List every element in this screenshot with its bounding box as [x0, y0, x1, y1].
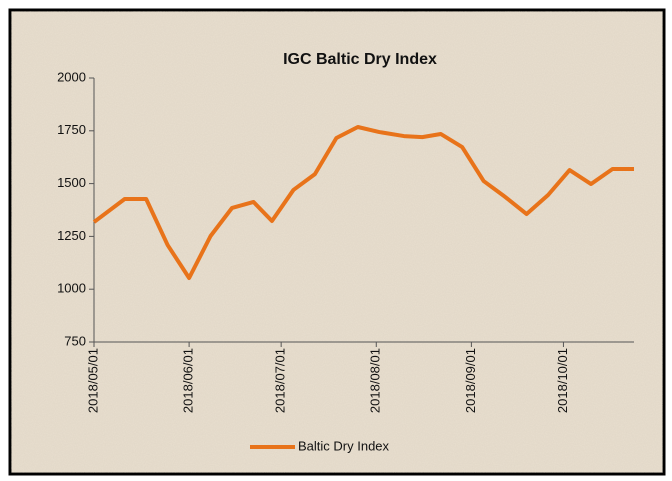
x-tick-label: 2018/08/01 [368, 348, 383, 413]
y-tick-label: 2000 [57, 69, 86, 84]
chart-title: IGC Baltic Dry Index [283, 51, 437, 68]
y-tick-label: 1750 [57, 122, 86, 137]
x-tick-label: 2018/05/01 [85, 348, 100, 413]
x-tick-label: 2018/06/01 [181, 348, 196, 413]
x-tick-label: 2018/10/01 [555, 348, 570, 413]
legend-label: Baltic Dry Index [298, 438, 390, 453]
y-tick-label: 750 [64, 333, 86, 348]
y-tick-label: 1250 [57, 228, 86, 243]
y-tick-label: 1000 [57, 281, 86, 296]
data-line [92, 124, 634, 281]
texture [11, 11, 663, 473]
y-tick-label: 1500 [57, 175, 86, 190]
x-tick-label: 2018/07/01 [273, 348, 288, 413]
x-tick-label: 2018/09/01 [463, 348, 478, 413]
